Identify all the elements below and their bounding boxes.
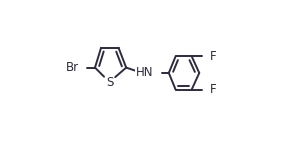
Text: S: S [106,76,113,89]
Text: F: F [210,83,217,96]
Text: Br: Br [66,61,79,74]
Text: HN: HN [136,66,154,79]
Text: F: F [210,50,217,63]
